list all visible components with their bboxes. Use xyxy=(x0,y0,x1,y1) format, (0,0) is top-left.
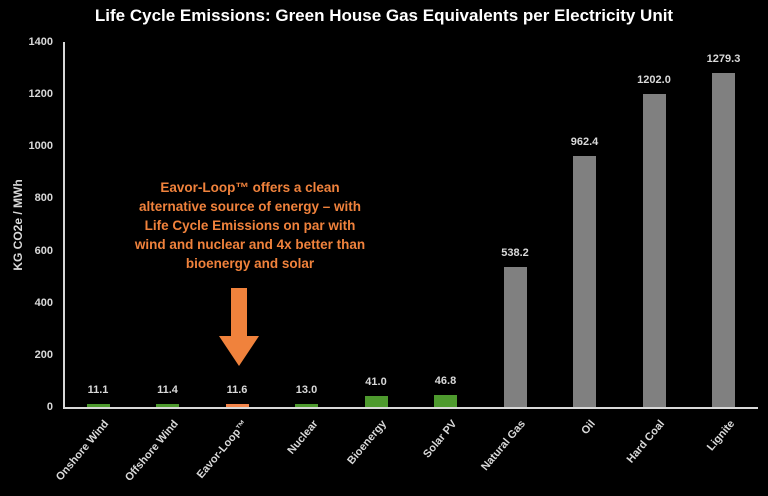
bar-value-label: 1279.3 xyxy=(706,53,741,66)
bar-value-label: 538.2 xyxy=(501,246,529,259)
x-axis-line xyxy=(63,407,758,409)
y-tick-label: 200 xyxy=(34,348,53,361)
callout-line: Life Cycle Emissions on par with xyxy=(144,218,356,233)
bar xyxy=(295,403,318,407)
bar-value-label: 11.1 xyxy=(87,384,109,397)
bar-value-label: 962.4 xyxy=(570,136,599,149)
y-tick-label: 600 xyxy=(34,244,53,257)
x-tick-label: Eavor-Loop™ xyxy=(194,418,251,481)
y-tick-label: 1400 xyxy=(28,36,53,48)
x-tick-label: Oil xyxy=(578,418,598,437)
bar xyxy=(642,93,666,407)
bar-value-label: 1202.0 xyxy=(637,73,671,86)
callout-line: bioenergy and solar xyxy=(185,256,315,271)
bar xyxy=(434,394,457,407)
y-tick-label: 1200 xyxy=(28,88,53,101)
bar xyxy=(225,403,249,407)
bar xyxy=(86,404,110,407)
x-tick-label: Nuclear xyxy=(284,418,321,457)
callout-line: wind and nuclear and 4x better than xyxy=(134,237,366,252)
bar-value-label: 46.8 xyxy=(434,374,457,387)
bar-value-label: 11.6 xyxy=(226,383,248,396)
bar xyxy=(573,156,596,407)
x-tick-label: Natural Gas xyxy=(479,418,528,474)
x-tick-label: Offshore Wind xyxy=(122,418,181,484)
x-tick-label: Bioenergy xyxy=(345,418,389,467)
y-axis-line xyxy=(63,42,65,408)
chart-title: Life Cycle Emissions: Green House Gas Eq… xyxy=(94,6,674,25)
callout-line: Eavor-Loop™ offers a clean xyxy=(160,180,340,195)
y-tick-label: 0 xyxy=(46,401,53,413)
y-tick-label: 400 xyxy=(34,296,53,309)
y-tick-label: 1000 xyxy=(28,140,53,153)
callout-line: alternative source of energy – with xyxy=(138,199,362,214)
x-tick-label: Solar PV xyxy=(420,418,459,461)
x-tick-label: Hard Coal xyxy=(624,418,668,466)
bar xyxy=(364,396,388,407)
y-axis-label: KG CO2e / MWh xyxy=(11,179,25,271)
x-tick-label: Lignite xyxy=(704,418,737,454)
callout-annotation: Eavor-Loop™ offers a clean alternative s… xyxy=(100,178,400,273)
bar-value-label: 11.4 xyxy=(157,384,178,397)
bar xyxy=(156,404,179,407)
bar xyxy=(503,266,527,407)
down-arrow-icon xyxy=(219,288,259,366)
bar-value-label: 13.0 xyxy=(295,383,318,396)
bar-value-label: 41.0 xyxy=(365,376,387,389)
y-tick-label: 800 xyxy=(34,192,53,205)
bar xyxy=(712,73,735,407)
x-tick-label: Onshore Wind xyxy=(53,418,112,484)
